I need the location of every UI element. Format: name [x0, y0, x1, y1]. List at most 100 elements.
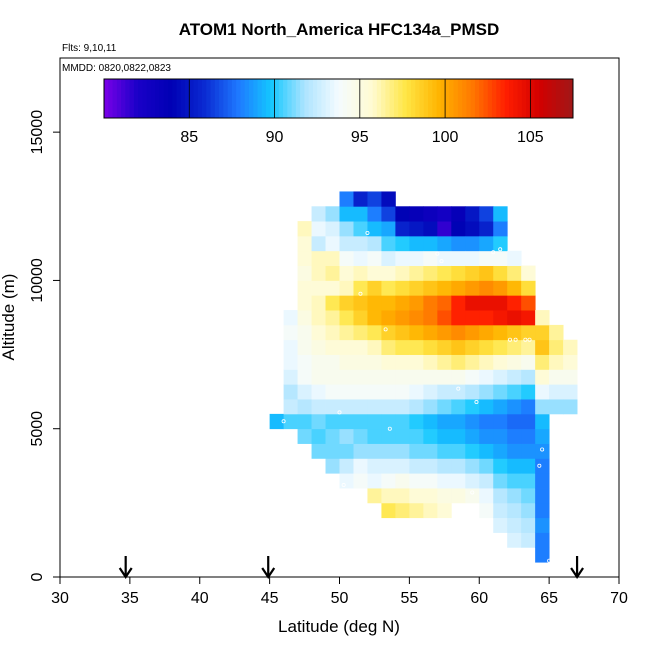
heatmap-cell	[437, 443, 452, 459]
colorbar-segment	[244, 79, 250, 118]
colorbar-segment	[547, 79, 553, 118]
heatmap-cell	[339, 221, 354, 237]
colorbar-segment	[295, 79, 301, 118]
heatmap-cell	[297, 295, 312, 311]
heatmap-cell	[507, 280, 522, 296]
heatmap-cell	[297, 310, 312, 326]
heatmap-cell	[395, 295, 410, 311]
heatmap-cell	[437, 458, 452, 474]
colorbar-segment	[389, 79, 395, 118]
heatmap-cell	[297, 280, 312, 296]
heatmap-cell	[507, 473, 522, 489]
heatmap-cell	[283, 354, 298, 370]
sample-point	[281, 419, 286, 424]
heatmap-cell	[423, 399, 438, 415]
heatmap-cell	[381, 265, 396, 281]
y-axis: 0 5000 10000 15000	[29, 110, 60, 581]
sample-point	[491, 250, 496, 255]
heatmap-cell	[465, 354, 480, 370]
colorbar-tick-label: 95	[351, 129, 369, 146]
heatmap-cell	[479, 310, 494, 326]
heatmap-cell	[423, 443, 438, 459]
heatmap-cell	[535, 413, 550, 430]
colorbar-segment	[393, 79, 399, 118]
heatmap-cell	[479, 324, 494, 341]
y-tick-label: 5000	[29, 411, 46, 447]
heatmap-cell	[325, 384, 340, 400]
heatmap-cell	[535, 428, 550, 444]
heatmap-cell	[423, 384, 438, 400]
colorbar-segment	[138, 79, 143, 118]
heatmap-cell	[479, 458, 494, 474]
heatmap-cell	[423, 235, 438, 252]
colorbar-segment	[564, 79, 570, 118]
heatmap-cell	[367, 384, 382, 400]
colorbar-segment	[410, 79, 416, 118]
heatmap-cell	[283, 369, 298, 385]
colorbar-segment	[334, 79, 339, 118]
colorbar-segment	[278, 79, 284, 118]
heatmap-cell	[465, 413, 480, 430]
colorbar-segment	[555, 79, 561, 118]
heatmap-cell	[423, 502, 438, 519]
heatmap-cell	[451, 235, 466, 252]
heatmap-cell	[381, 324, 396, 341]
heatmap-cell	[381, 310, 396, 326]
y-tick-label: 15000	[29, 110, 46, 155]
sample-point	[365, 230, 370, 235]
colorbar-segment	[112, 79, 118, 118]
colorbar-segment	[347, 79, 352, 118]
heatmap-cell	[325, 428, 340, 444]
heatmap-cell	[465, 235, 480, 252]
colorbar-segment	[560, 79, 565, 118]
heatmap-cell	[297, 221, 312, 237]
heatmap-cell	[563, 369, 578, 385]
sample-points	[281, 230, 575, 563]
heatmap-cell	[521, 339, 536, 355]
colorbar-segment	[329, 79, 335, 118]
heatmap-cell	[549, 384, 564, 400]
heatmap-cell	[451, 295, 466, 311]
colorbar-segment	[146, 79, 152, 118]
heatmap-cell	[297, 339, 312, 355]
heatmap-cell	[339, 265, 354, 281]
heatmap-cell	[493, 221, 508, 237]
colorbar-segment	[240, 79, 246, 118]
heatmap-cell	[311, 354, 326, 370]
colorbar-segment	[368, 79, 374, 118]
heatmap-cell	[297, 369, 312, 385]
heatmap-cell	[381, 502, 396, 519]
heatmap-cell	[381, 339, 396, 355]
heatmap-cell	[395, 339, 410, 355]
heatmap-cell	[367, 235, 382, 252]
heatmap-cell	[339, 339, 354, 355]
heatmap-cell	[451, 206, 466, 222]
heatmap-cell	[409, 235, 424, 252]
heatmap-cell	[395, 443, 410, 459]
heatmap-cell	[353, 310, 368, 326]
heatmap-cell	[339, 280, 354, 296]
colorbar-segment	[483, 79, 489, 118]
heatmap-cell	[493, 384, 508, 400]
heatmap-cell	[283, 399, 298, 415]
heatmap-cell	[535, 488, 550, 504]
heatmap-cell	[353, 265, 368, 281]
flight-arrows	[118, 556, 584, 579]
colorbar-segment	[551, 79, 557, 118]
heatmap-cell	[549, 369, 564, 385]
heatmap-cell	[409, 206, 424, 222]
heatmap-cell	[395, 250, 410, 266]
heatmap-cell	[367, 339, 382, 355]
heatmap-cell	[437, 354, 452, 370]
heatmap-cell	[465, 399, 480, 415]
colorbar-segment	[304, 79, 310, 118]
heatmap-cell	[353, 235, 368, 252]
heatmap-cell	[283, 324, 298, 341]
colorbar-segment	[466, 79, 472, 118]
heatmap-cell	[409, 384, 424, 400]
colorbar-segment	[376, 79, 382, 118]
colorbar-segment	[487, 79, 493, 118]
heatmap-cell	[381, 399, 396, 415]
heatmap-cell	[437, 310, 452, 326]
colorbar-segment	[445, 79, 450, 118]
